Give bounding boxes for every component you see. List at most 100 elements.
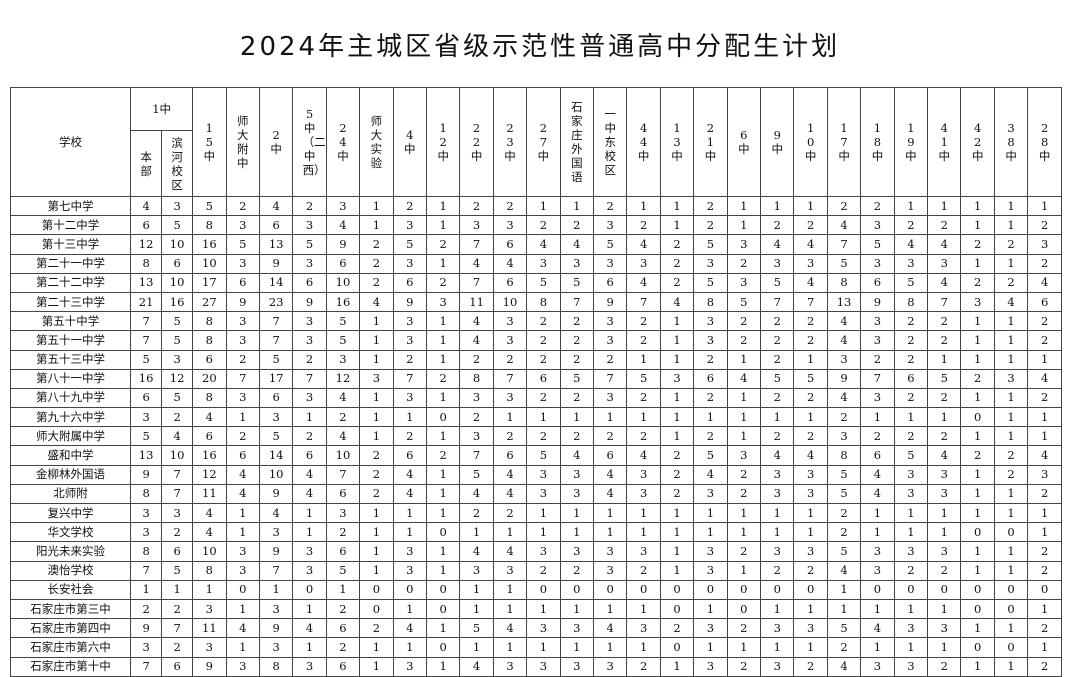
value-cell: 5	[559, 272, 595, 293]
value-cell: 1	[960, 426, 995, 447]
value-cell: 2	[927, 426, 962, 447]
value-cell: 6	[225, 272, 260, 293]
value-cell: 6	[392, 272, 427, 293]
value-cell: 2	[325, 522, 361, 543]
value-cell: 2	[793, 560, 828, 581]
value-cell: 3	[693, 253, 728, 274]
value-cell: 1	[225, 598, 260, 620]
value-cell: 1	[826, 598, 862, 620]
value-cell: 3	[526, 656, 561, 677]
value-cell: 7	[392, 368, 427, 389]
value-cell: 3	[893, 618, 929, 639]
header-cell: 6中	[726, 87, 762, 197]
value-cell: 1	[893, 407, 929, 428]
header-cell: 4中	[392, 87, 427, 197]
value-cell: 0	[893, 579, 929, 600]
header-cell: 本部	[130, 130, 163, 197]
value-cell: 1	[659, 330, 695, 351]
value-cell: 1	[359, 637, 394, 658]
value-cell: 2	[325, 637, 361, 658]
value-cell: 3	[760, 464, 795, 485]
table-row: 第二十三中学 21 16 27 9 23 9 16 4 9 3 11 10 8 7 9 7 4 8 5 7 7 13 9 8 7 3…	[9, 291, 1062, 313]
value-cell: 1	[960, 215, 995, 236]
header-cell: 2中	[258, 87, 294, 197]
value-cell: 1	[993, 330, 1029, 351]
value-cell: 1	[593, 637, 628, 658]
value-cell: 1	[425, 483, 461, 505]
value-cell: 2	[927, 330, 962, 351]
value-cell: 2	[860, 195, 895, 217]
header-cell: 学校	[9, 87, 132, 197]
value-cell: 3	[130, 502, 163, 524]
header-cell: 19中	[893, 87, 929, 197]
value-cell: 5	[826, 618, 862, 639]
value-cell: 1	[392, 598, 427, 620]
value-cell: 2	[960, 234, 995, 255]
value-cell: 9	[258, 483, 294, 505]
header-cell: 1中	[130, 87, 194, 131]
value-cell: 6	[325, 483, 361, 505]
value-cell: 3	[726, 234, 762, 255]
value-cell: 0	[993, 579, 1029, 600]
value-cell: 1	[960, 502, 995, 524]
value-cell: 3	[693, 330, 728, 351]
value-cell: 1	[693, 637, 728, 658]
value-cell: 1	[359, 522, 394, 543]
value-cell: 6	[593, 445, 628, 466]
value-cell: 5	[161, 330, 194, 351]
value-cell: 3	[793, 483, 828, 505]
value-cell: 3	[826, 426, 862, 447]
value-cell: 6	[325, 618, 361, 639]
value-cell: 1	[626, 522, 661, 543]
value-cell: 7	[459, 445, 494, 466]
value-cell: 1	[392, 637, 427, 658]
value-cell: 2	[593, 195, 628, 217]
value-cell: 1	[693, 598, 728, 620]
school-cell: 第二十三中学	[9, 291, 132, 313]
value-cell: 2	[626, 426, 661, 447]
value-cell: 21	[130, 291, 163, 313]
value-cell: 13	[130, 445, 163, 466]
value-cell: 4	[459, 541, 494, 562]
value-cell: 6	[258, 387, 294, 409]
value-cell: 1	[726, 560, 762, 581]
value-cell: 1	[927, 637, 962, 658]
value-cell: 1	[860, 502, 895, 524]
table-row: 华文学校 3 2 4 1 3 1 2 1 1 0 1 1 1 1 1 1 1 1 1 1 1 2 1 1 1 0 0 1	[9, 522, 1062, 543]
value-cell: 3	[526, 464, 561, 485]
value-cell: 2	[860, 426, 895, 447]
value-cell: 3	[292, 311, 327, 332]
header-text: 15中	[203, 121, 216, 163]
header-text: 12中	[437, 121, 449, 163]
value-cell: 8	[192, 215, 227, 236]
value-cell: 3	[192, 598, 227, 620]
value-cell: 2	[760, 311, 795, 332]
value-cell: 16	[161, 291, 194, 313]
value-cell: 1	[726, 426, 762, 447]
value-cell: 10	[161, 272, 194, 293]
value-cell: 2	[760, 330, 795, 351]
value-cell: 2	[726, 253, 762, 274]
table-row: 第七中学 4 3 5 2 4 2 3 1 2 1 2 2 1 1 2 1 1 2 1 1 1 2 2 1 1 1 1 1	[9, 195, 1062, 217]
school-cell: 金柳林外国语	[9, 464, 132, 485]
value-cell: 1	[960, 618, 995, 639]
school-cell: 第九十六中学	[9, 407, 132, 428]
value-cell: 1	[927, 195, 962, 217]
value-cell: 1	[993, 253, 1029, 274]
value-cell: 4	[826, 560, 862, 581]
value-cell: 2	[392, 349, 427, 370]
value-cell: 2	[659, 618, 695, 639]
header-text: 24中	[337, 121, 349, 163]
value-cell: 3	[593, 656, 628, 677]
value-cell: 3	[860, 387, 895, 409]
header-text: 13中	[671, 121, 683, 163]
value-cell: 2	[161, 598, 194, 620]
value-cell: 2	[225, 349, 260, 370]
value-cell: 4	[559, 445, 595, 466]
header-cell: 42中	[960, 87, 995, 197]
value-cell: 13	[826, 291, 862, 313]
value-cell: 2	[626, 656, 661, 677]
value-cell: 1	[893, 502, 929, 524]
value-cell: 3	[292, 656, 327, 677]
value-cell: 0	[425, 598, 461, 620]
